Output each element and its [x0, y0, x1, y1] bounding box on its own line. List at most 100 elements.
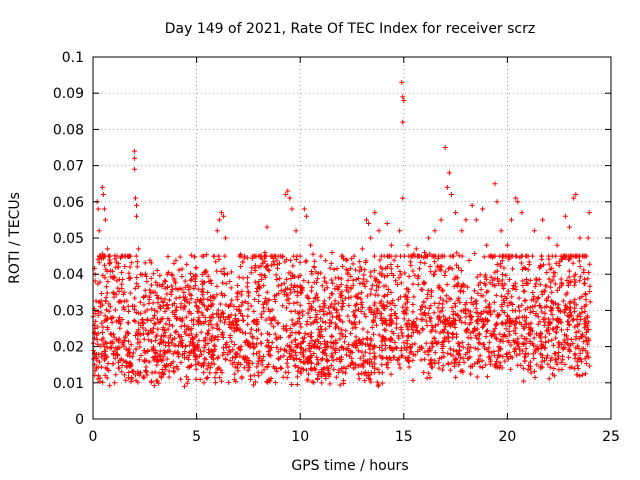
data-point	[155, 300, 161, 306]
data-point	[432, 228, 438, 234]
data-point	[125, 320, 131, 326]
data-point	[544, 328, 550, 334]
data-point	[329, 319, 335, 325]
data-point	[585, 341, 591, 347]
data-point	[546, 331, 552, 337]
data-point	[215, 307, 221, 313]
data-point	[388, 266, 394, 272]
data-point	[433, 328, 439, 334]
data-point	[346, 295, 352, 301]
data-point	[442, 269, 448, 275]
data-point	[292, 363, 298, 369]
data-point	[283, 192, 289, 198]
data-point	[246, 358, 252, 364]
data-point	[294, 382, 300, 388]
data-point	[582, 371, 588, 377]
data-point	[485, 328, 491, 334]
data-point	[505, 303, 511, 309]
data-point	[511, 328, 517, 334]
data-point	[385, 365, 391, 371]
y-tick-label: 0.02	[53, 340, 84, 356]
data-point	[481, 308, 487, 314]
data-point	[506, 329, 512, 335]
data-point	[272, 317, 278, 323]
data-point	[291, 356, 297, 362]
data-point	[340, 264, 346, 270]
data-point	[209, 360, 215, 366]
data-point	[272, 331, 278, 337]
data-point	[151, 271, 157, 277]
data-point	[554, 324, 560, 330]
data-point	[429, 364, 435, 370]
data-point	[201, 279, 207, 285]
data-point	[168, 292, 174, 298]
data-point	[500, 253, 506, 259]
data-point	[107, 383, 113, 389]
data-point	[463, 306, 469, 312]
data-point	[104, 325, 110, 331]
data-point	[480, 293, 486, 299]
data-point	[468, 363, 474, 369]
data-point	[277, 275, 283, 281]
data-point	[361, 311, 367, 317]
data-point	[127, 290, 133, 296]
data-point	[502, 358, 508, 364]
data-point	[396, 275, 402, 281]
data-point	[379, 354, 385, 360]
data-point	[146, 300, 152, 306]
data-point	[211, 336, 217, 342]
data-point	[310, 251, 316, 257]
data-point	[407, 259, 413, 265]
data-point	[364, 217, 370, 223]
data-point	[530, 351, 536, 357]
data-point	[287, 195, 293, 201]
data-point	[514, 315, 520, 321]
data-point	[162, 278, 168, 284]
data-point	[428, 289, 434, 295]
data-point	[248, 376, 254, 382]
data-point	[398, 280, 404, 286]
data-point	[577, 274, 583, 280]
data-point	[218, 311, 224, 317]
data-point	[432, 350, 438, 356]
data-point	[209, 333, 215, 339]
data-point	[139, 317, 145, 323]
data-point	[160, 372, 166, 378]
data-point	[394, 282, 400, 288]
data-point	[440, 301, 446, 307]
data-point	[570, 317, 576, 323]
data-point	[378, 253, 384, 259]
data-point	[191, 343, 197, 349]
y-tick-label: 0.03	[53, 303, 84, 319]
data-point	[213, 370, 219, 376]
data-point	[307, 340, 313, 346]
data-point	[297, 356, 303, 362]
data-point	[363, 314, 369, 320]
data-point	[215, 355, 221, 361]
data-point	[427, 251, 433, 257]
data-point	[227, 335, 233, 341]
data-point	[329, 290, 335, 296]
data-point	[162, 309, 168, 315]
data-point	[127, 275, 133, 281]
data-point	[492, 326, 498, 332]
data-point	[240, 318, 246, 324]
data-point	[136, 357, 142, 363]
data-point	[579, 294, 585, 300]
data-point	[305, 358, 311, 364]
data-point	[424, 296, 430, 302]
data-point	[546, 261, 552, 267]
data-point	[260, 353, 266, 359]
data-point	[121, 289, 127, 295]
data-point	[384, 303, 390, 309]
data-point	[425, 287, 431, 293]
data-point	[405, 326, 411, 332]
data-point	[451, 363, 457, 369]
data-point	[318, 357, 324, 363]
data-point	[101, 262, 107, 268]
data-point	[567, 309, 573, 315]
data-point	[544, 355, 550, 361]
data-point	[556, 319, 562, 325]
data-point	[291, 274, 297, 280]
data-point	[258, 311, 264, 317]
